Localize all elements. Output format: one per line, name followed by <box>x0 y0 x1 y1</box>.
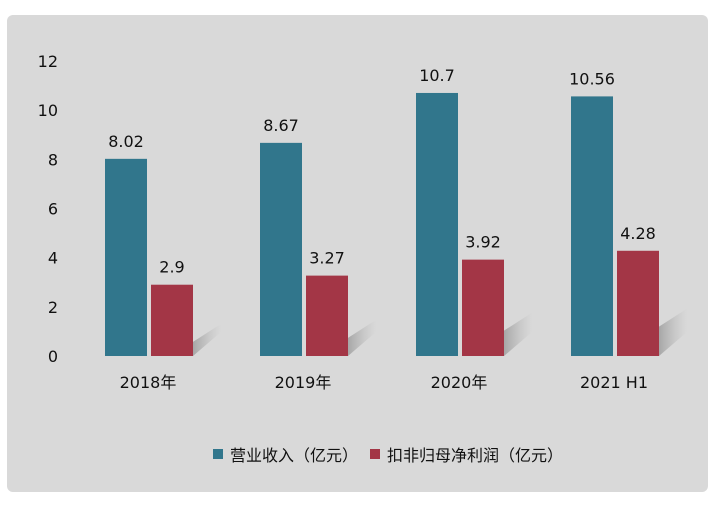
data-label: 3.92 <box>465 233 501 252</box>
legend-swatch-revenue <box>213 449 223 459</box>
x-tick-label: 2018年 <box>120 373 177 392</box>
y-tick-label: 12 <box>38 52 58 71</box>
y-tick-label: 6 <box>48 200 58 219</box>
legend-label-net-profit: 扣非归母净利润（亿元） <box>387 446 564 465</box>
x-tick-label: 2021 H1 <box>580 373 648 392</box>
y-tick-label: 0 <box>48 347 58 366</box>
bar-shadow <box>348 319 376 356</box>
bar-net-profit <box>306 275 348 356</box>
legend-item-revenue: 营业收入（亿元） <box>213 442 358 466</box>
y-tick-label: 8 <box>48 150 58 169</box>
x-tick-label: 2019年 <box>275 373 332 392</box>
legend-swatch-net-profit <box>370 449 381 459</box>
data-label: 10.7 <box>419 66 455 85</box>
y-tick-label: 2 <box>48 298 58 317</box>
legend-label-revenue: 营业收入（亿元） <box>230 446 359 465</box>
bar-revenue <box>105 158 147 356</box>
data-label: 10.56 <box>569 69 615 88</box>
bar-net-profit <box>462 259 504 356</box>
y-tick-label: 10 <box>38 101 58 120</box>
y-tick-label: 4 <box>48 249 58 268</box>
x-tick-label: 2020年 <box>431 373 488 392</box>
legend: 营业收入（亿元） 扣非归母净利润（亿元） <box>213 442 575 466</box>
bar-revenue <box>571 96 613 357</box>
data-label: 8.67 <box>263 116 299 135</box>
legend-item-net-profit: 扣非归母净利润（亿元） <box>370 442 563 466</box>
bar-shadow <box>504 312 532 356</box>
data-label: 8.02 <box>108 132 144 151</box>
data-label: 4.28 <box>620 224 656 243</box>
bar-revenue <box>416 92 458 356</box>
bar-revenue <box>260 142 302 356</box>
data-label: 3.27 <box>309 249 345 268</box>
bar-net-profit <box>151 284 193 356</box>
bar-net-profit <box>617 250 659 356</box>
bar-shadow <box>659 308 687 356</box>
data-label: 2.9 <box>159 258 184 277</box>
bar-shadow <box>193 323 221 356</box>
